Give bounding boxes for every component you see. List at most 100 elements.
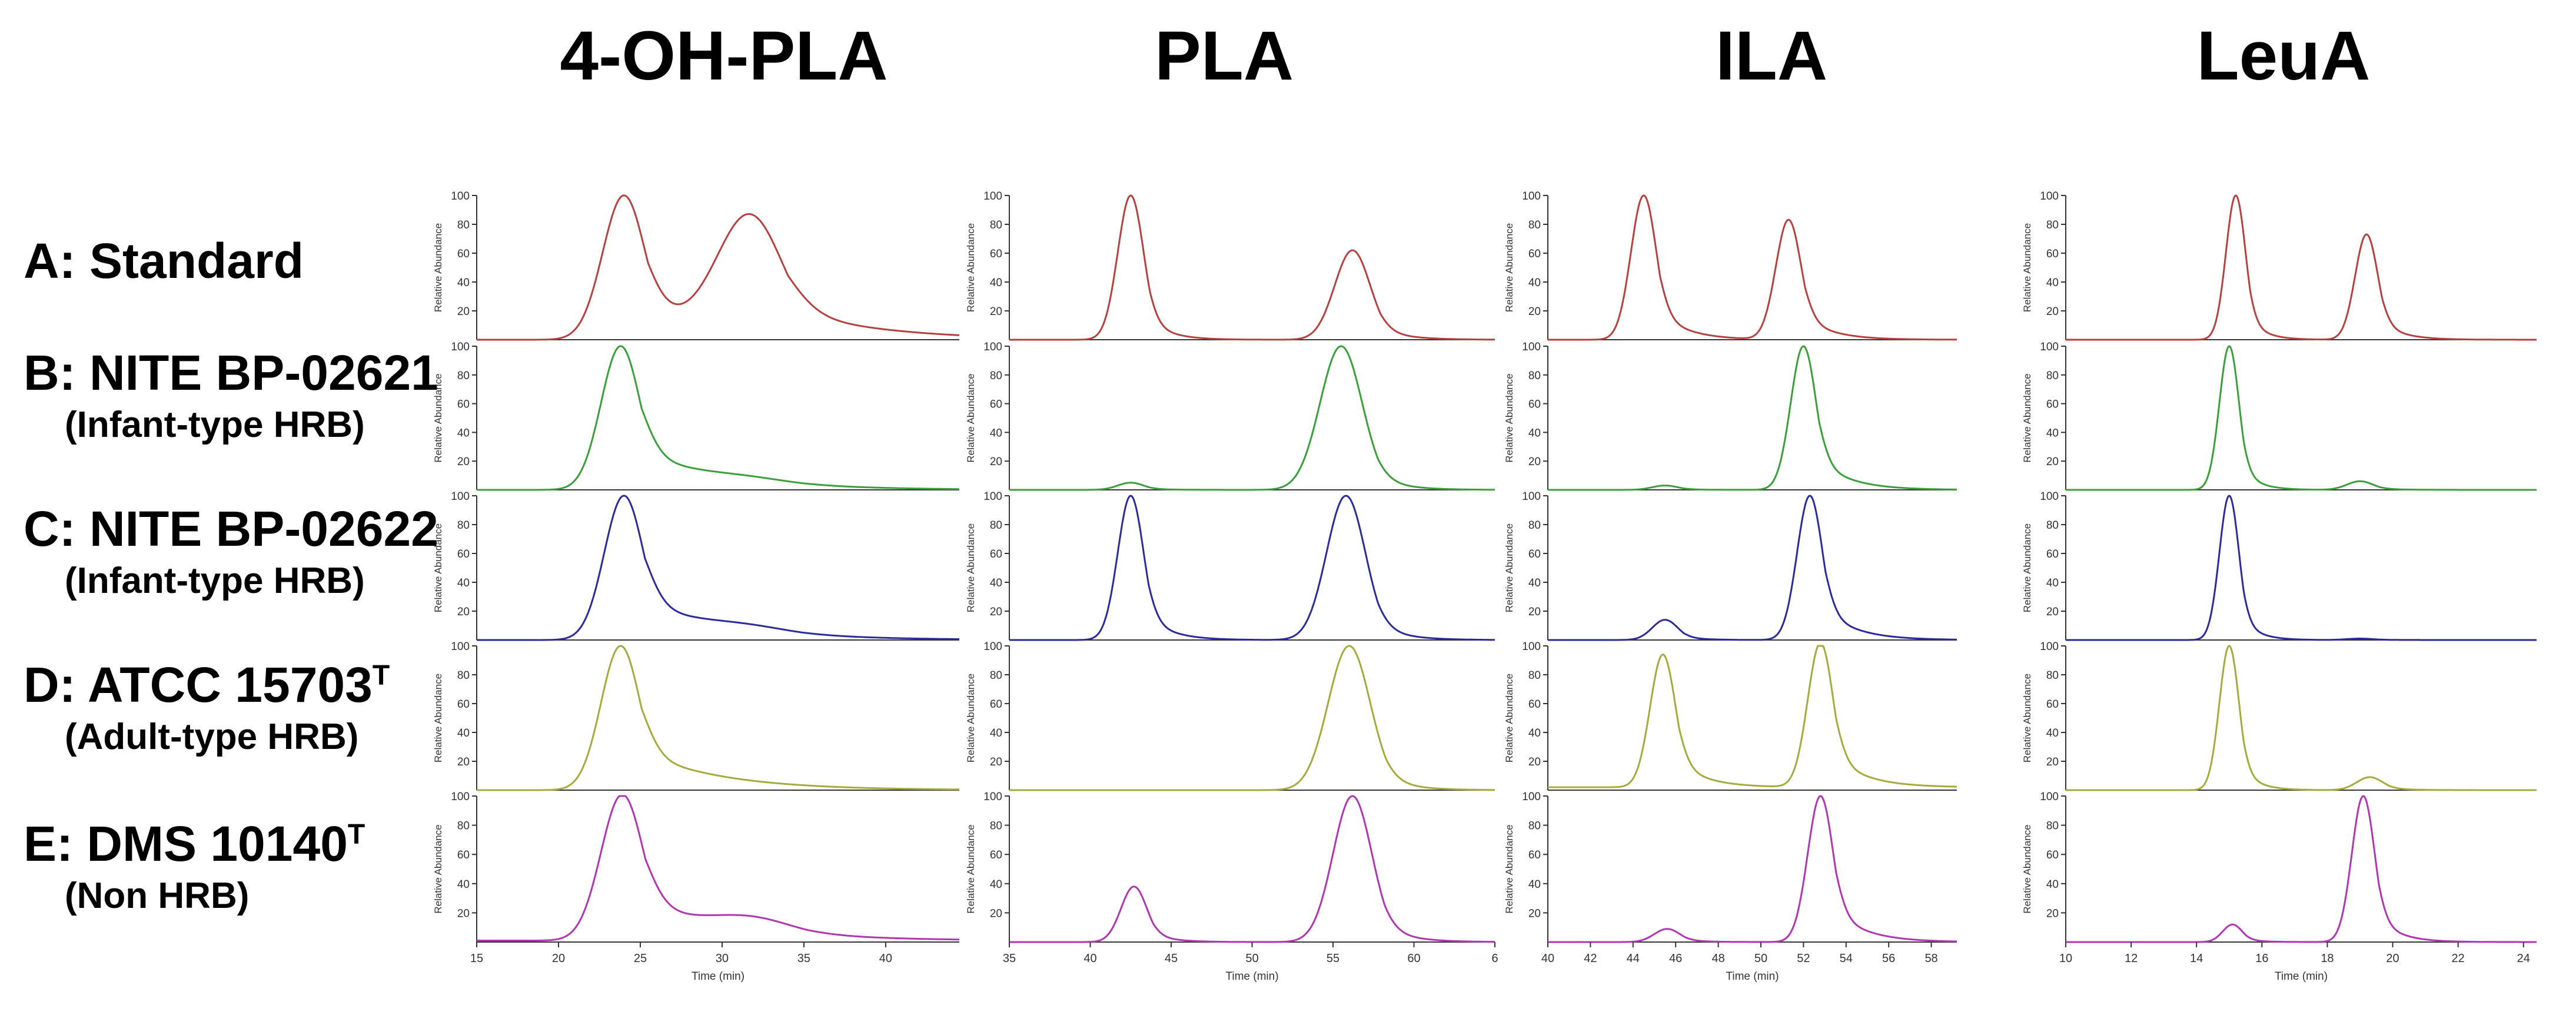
chromatogram-panel: 20 40 60 80 100 Relative Abundance [2022, 490, 2537, 641]
row-label-a: A: Standard [24, 233, 304, 290]
y-axis-label: Relative Abundance [965, 674, 976, 762]
y-tick-label: 100 [451, 341, 470, 353]
chromatogram-trace [2066, 645, 2537, 791]
chromatogram-trace [477, 645, 960, 791]
y-tick-label: 40 [457, 427, 470, 439]
y-tick-label: 40 [990, 878, 1002, 891]
y-tick-label: 80 [990, 820, 1002, 833]
chromatogram-panel: 20 40 60 80 100 Relative Abundance [965, 490, 1495, 641]
y-tick-label: 40 [457, 727, 470, 740]
x-tick-label: 55 [1327, 952, 1339, 965]
chromatogram-trace [1009, 194, 1495, 341]
y-tick-label: 40 [2046, 878, 2059, 891]
row-label-sub: (Adult-type HRB) [65, 717, 359, 757]
y-axis-label: Relative Abundance [965, 824, 976, 913]
y-tick-label: 100 [2040, 190, 2059, 203]
x-tick-label: 16 [2255, 952, 2268, 965]
y-tick-label: 60 [2046, 248, 2059, 260]
y-tick-label: 60 [990, 399, 1002, 411]
row-label-sub: (Non HRB) [65, 876, 250, 916]
chromatogram-trace [477, 495, 959, 641]
y-tick-label: 20 [990, 606, 1002, 618]
y-tick-label: 40 [457, 277, 470, 289]
x-tick-label: 6 [1491, 952, 1498, 965]
chromatogram-panel: 20 40 60 80 100 Relative Abundance [1504, 341, 1957, 491]
chromatogram-panel: 20 40 60 80 100 Relative Abundance [2022, 190, 2537, 341]
y-tick-label: 80 [990, 519, 1002, 532]
y-tick-label: 80 [1528, 370, 1541, 382]
y-tick-label: 80 [457, 370, 470, 382]
chromatogram-panel: 20 40 60 80 100 Relative Abundance [965, 641, 1495, 791]
y-tick-label: 80 [1528, 820, 1541, 833]
x-tick-label: 22 [2452, 952, 2465, 965]
y-tick-label: 40 [990, 727, 1002, 740]
y-tick-label: 60 [457, 399, 470, 411]
chromatogram-panel: 20 40 60 80 100 Relative Abundance 35 40 45 50 55 6… [965, 791, 1498, 983]
y-tick-label: 100 [1522, 791, 1541, 803]
y-tick-label: 60 [1528, 248, 1541, 260]
chromatogram-panel: 20 40 60 80 100 Relative Abundance 15 20 25 30 35 4… [433, 791, 959, 983]
y-tick-label: 80 [457, 219, 470, 231]
y-tick-label: 20 [457, 907, 470, 920]
y-tick-label: 100 [983, 190, 1002, 203]
y-axis-label: Relative Abundance [965, 223, 976, 312]
y-tick-label: 20 [1528, 756, 1541, 768]
y-tick-label: 60 [990, 698, 1002, 711]
y-axis-label: Relative Abundance [1504, 824, 1515, 913]
x-tick-label: 18 [2321, 952, 2334, 965]
y-tick-label: 40 [1528, 727, 1541, 740]
y-tick-label: 20 [457, 756, 470, 768]
y-tick-label: 80 [990, 219, 1002, 231]
y-tick-label: 60 [1528, 548, 1541, 561]
y-tick-label: 40 [990, 427, 1002, 439]
row-label-sub: (Infant-type HRB) [65, 404, 365, 445]
chromatogram-panel: 20 40 60 80 100 Relative Abundance [1504, 641, 1957, 791]
chromatogram-trace [1548, 795, 1957, 943]
y-tick-label: 20 [1528, 306, 1541, 318]
y-tick-label: 80 [1528, 219, 1541, 231]
y-axis-label: Relative Abundance [433, 373, 444, 462]
chromatogram-trace [1548, 645, 1957, 788]
y-tick-label: 40 [1528, 577, 1541, 589]
y-axis-label: Relative Abundance [2022, 824, 2033, 913]
row-label-main: B: NITE BP-02621 [24, 345, 438, 400]
y-tick-label: 60 [2046, 698, 2059, 711]
y-tick-label: 20 [457, 306, 470, 318]
x-tick-label: 50 [1754, 952, 1767, 965]
x-tick-label: 40 [879, 952, 892, 965]
y-tick-label: 100 [1522, 641, 1541, 653]
y-tick-label: 40 [990, 577, 1002, 589]
column-title-4-oh-pla: 4-OH-PLA [560, 17, 888, 95]
x-tick-label: 42 [1584, 952, 1597, 965]
y-tick-label: 60 [457, 248, 470, 260]
y-tick-label: 20 [1528, 456, 1541, 468]
y-tick-label: 80 [457, 669, 470, 682]
y-tick-label: 40 [1528, 427, 1541, 439]
y-tick-label: 80 [2046, 370, 2059, 382]
y-axis-label: Relative Abundance [2022, 373, 2033, 462]
y-tick-label: 80 [457, 820, 470, 833]
y-tick-label: 60 [990, 548, 1002, 561]
y-tick-label: 100 [983, 341, 1002, 353]
chromatogram-trace [477, 345, 959, 491]
y-tick-label: 60 [1528, 399, 1541, 411]
column-title-pla: PLA [1155, 17, 1294, 95]
chromatogram-trace [1548, 495, 1957, 641]
x-tick-label: 20 [552, 952, 565, 965]
y-tick-label: 100 [983, 641, 1002, 653]
chromatogram-panel: 20 40 60 80 100 Relative Abundance [2022, 641, 2537, 791]
y-tick-label: 80 [2046, 820, 2059, 833]
row-label-sub: (Infant-type HRB) [65, 561, 365, 601]
row-label-main: C: NITE BP-02622 [24, 501, 438, 556]
y-tick-label: 60 [2046, 548, 2059, 561]
x-tick-label: 30 [716, 952, 729, 965]
y-tick-label: 80 [1528, 519, 1541, 532]
y-tick-label: 40 [1528, 878, 1541, 891]
y-tick-label: 80 [990, 370, 1002, 382]
y-tick-label: 100 [451, 490, 470, 503]
y-tick-label: 60 [1528, 698, 1541, 711]
y-axis-label: Relative Abundance [1504, 523, 1515, 612]
y-axis-label: Relative Abundance [433, 674, 444, 762]
x-axis-label: Time (min) [2275, 970, 2328, 983]
chromatogram-trace [477, 194, 959, 341]
